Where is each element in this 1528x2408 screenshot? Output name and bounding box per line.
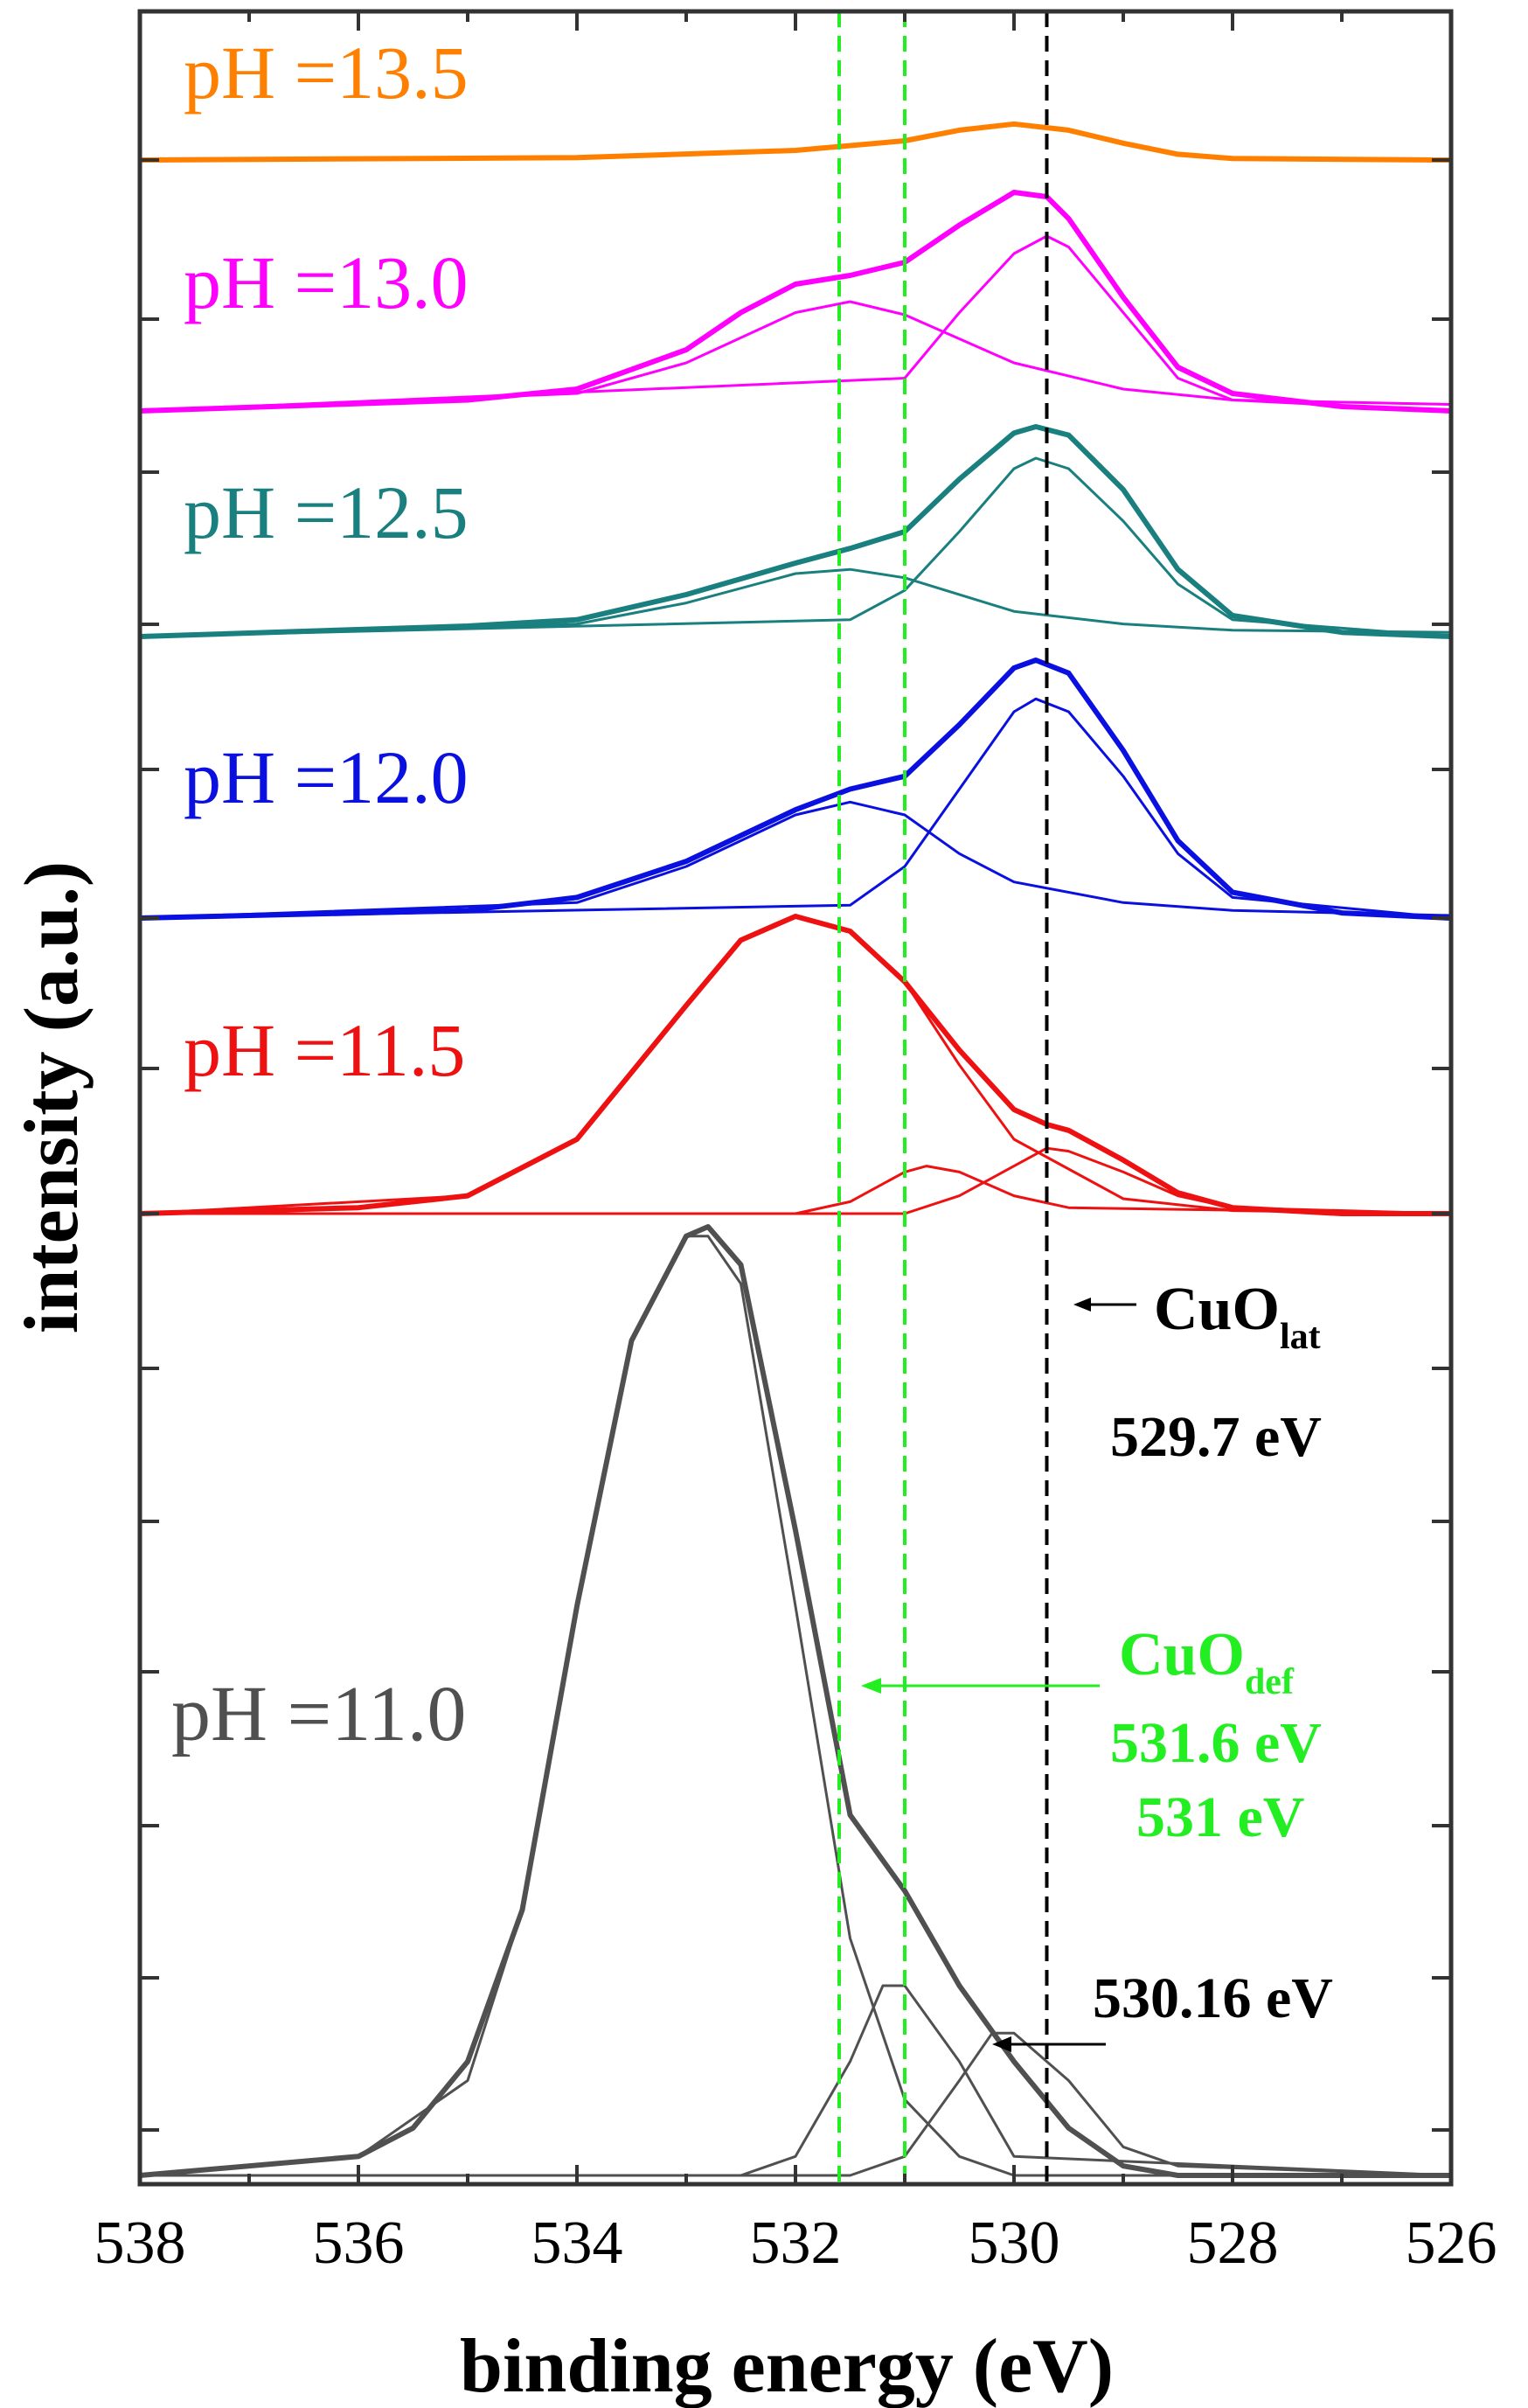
series-ph115-envelope [139, 914, 1451, 1216]
peak-530-annotation: 530.16 eV [992, 1966, 1333, 2052]
series-label-ph115: pH =11.5 [184, 1008, 465, 1092]
series-label-ph120: pH =12.0 [184, 735, 469, 819]
cuo-lat-value: 529.7 eV [1110, 1405, 1322, 1469]
x-tick-label: 536 [313, 2210, 405, 2277]
series-label-ph125: pH =12.5 [184, 470, 469, 554]
y-axis-label: intensity (a.u.) [10, 861, 94, 1333]
curves-group [139, 121, 1452, 2178]
cuo-lat-arrowhead-icon [1073, 1298, 1091, 1312]
cuo-lat-annotation: CuOlat 529.7 eV [1073, 1276, 1322, 1469]
series-ph110-component-1 [139, 1235, 1451, 2177]
peak-530-value: 530.16 eV [1093, 1966, 1333, 2030]
series-label-ph130: pH =13.0 [184, 240, 469, 324]
x-tick-label: 526 [1406, 2210, 1497, 2277]
series-ph125-component-1 [139, 567, 1452, 638]
series-label-ph135: pH =13.5 [184, 31, 469, 115]
series-ph110-component-3 [140, 2031, 1452, 2177]
series-ph130-component-1 [139, 300, 1452, 413]
x-tick-label: 530 [969, 2210, 1060, 2277]
series-ph110-component-2 [140, 1984, 1452, 2177]
series-ph115-component-2 [140, 1165, 1452, 1215]
series-ph120-component-2 [139, 697, 1452, 920]
x-tick-labels-group: 538 536 534 532 530 528 526 [94, 2210, 1497, 2277]
series-label-ph110: pH =11.0 [171, 1671, 466, 1757]
series-ph120-envelope [139, 658, 1452, 921]
x-axis-label: binding energy (eV) [460, 2324, 1114, 2408]
series-ph130-envelope [139, 190, 1452, 414]
cuo-def-label: CuOdef [1119, 1621, 1295, 1702]
reference-lines-group [837, 11, 1049, 2184]
x-tick-label: 538 [94, 2210, 186, 2277]
cuo-lat-label: CuOlat [1154, 1276, 1321, 1357]
x-tick-label: 528 [1187, 2210, 1279, 2277]
series-ph125-envelope [139, 424, 1452, 639]
cuo-def-value-2: 531 eV [1136, 1785, 1304, 1849]
x-tick-label: 532 [750, 2210, 842, 2277]
series-labels-group: pH =13.5 pH =13.0 pH =12.5 pH =12.0 pH =11.5… [171, 31, 469, 1757]
axis-ticks-group [138, 11, 1453, 2184]
peak-530-arrowhead-icon [992, 2036, 1011, 2052]
cuo-def-value-1: 531.6 eV [1110, 1711, 1322, 1775]
series-ph135-envelope [139, 121, 1452, 163]
x-tick-label: 534 [531, 2210, 623, 2277]
series-ph130-component-2 [139, 234, 1452, 413]
series-ph120-component-1 [139, 800, 1452, 920]
series-ph125-component-2 [139, 456, 1452, 638]
cuo-def-annotation: CuOdef 531.6 eV 531 eV [861, 1621, 1322, 1849]
series-ph110-envelope [139, 1224, 1451, 2178]
cuo-def-arrowhead-icon [861, 1678, 881, 1694]
